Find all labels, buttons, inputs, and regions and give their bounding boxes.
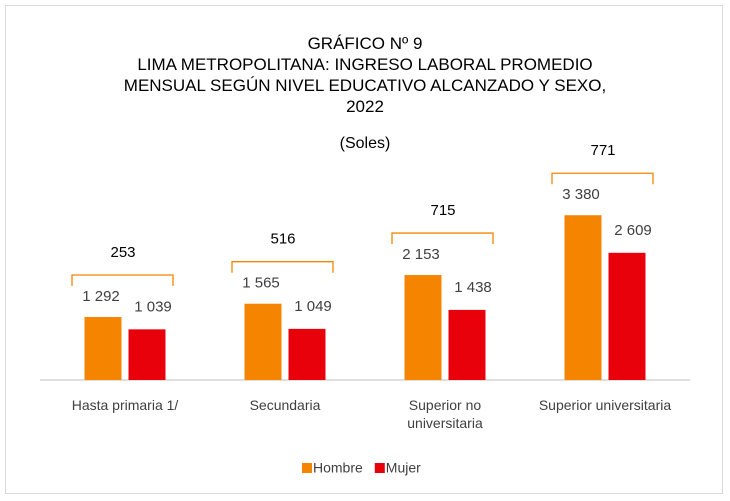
chart-frame [5, 5, 723, 494]
value-label: 1 049 [294, 298, 332, 315]
difference-bracket [391, 232, 494, 245]
bar [84, 317, 122, 380]
difference-label: 253 [110, 244, 135, 261]
x-tick-label: Superior universitaria [538, 397, 672, 413]
bar [448, 309, 486, 380]
bar [288, 328, 326, 380]
legend-label: Hombre [313, 460, 363, 476]
legend-swatch [302, 463, 312, 473]
difference-bracket [231, 261, 334, 273]
x-tick-label: Hasta primaria 1/ [71, 397, 179, 413]
bar [564, 215, 602, 380]
legend-label: Mujer [386, 460, 421, 476]
value-label: 1 438 [454, 279, 492, 296]
unit-label: (Soles) [339, 135, 391, 152]
value-label: 2 153 [402, 246, 440, 263]
value-label: 1 039 [134, 298, 172, 315]
x-tick-label: Superior no universitaria [407, 397, 483, 431]
bar [404, 275, 442, 380]
bar [608, 252, 646, 380]
difference-label: 516 [270, 231, 295, 248]
difference-label: 715 [430, 202, 455, 219]
chart-subtitle: LIMA METROPOLITANA: INGRESO LABORAL PROM… [123, 55, 607, 116]
legend-swatch [374, 463, 385, 473]
difference-label: 771 [590, 142, 615, 159]
bar [244, 303, 282, 380]
chart-title: GRÁFICO Nº 9 [307, 34, 423, 53]
difference-bracket [71, 274, 174, 287]
difference-bracket [551, 172, 654, 185]
value-label: 2 609 [614, 222, 652, 239]
bar [128, 329, 166, 380]
value-label: 1 565 [242, 275, 280, 292]
value-label: 1 292 [82, 288, 120, 305]
value-label: 3 380 [562, 186, 600, 203]
x-tick-label: Secundaria [249, 397, 321, 413]
